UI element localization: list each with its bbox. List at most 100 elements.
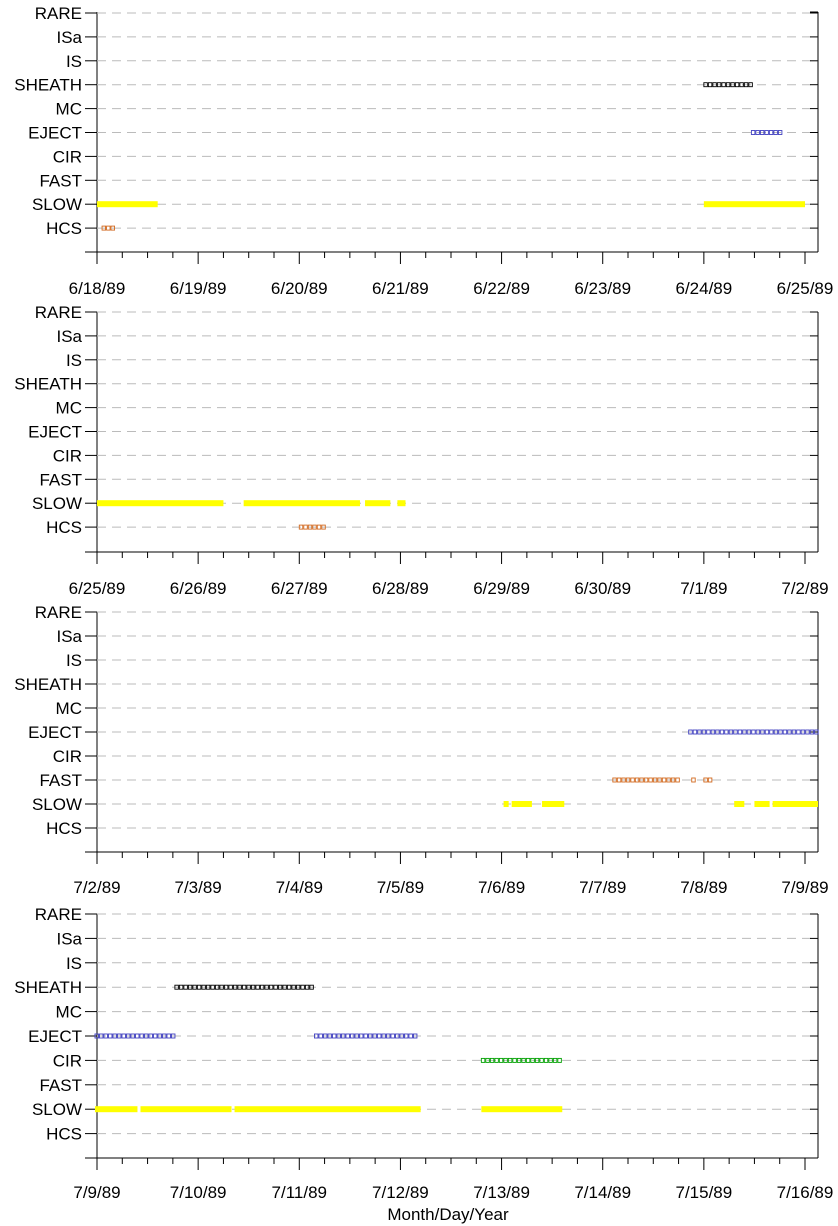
interval-sheath-0: [174, 984, 314, 990]
interval-marker: [273, 984, 278, 990]
category-label-eject: EJECT: [28, 423, 82, 442]
x-tick-label: 6/30/89: [574, 579, 631, 598]
interval-slow-2: [234, 1106, 421, 1113]
interval-marker: [643, 777, 649, 783]
interval-marker: [724, 729, 729, 735]
interval-marker: [748, 82, 753, 88]
interval-marker: [670, 777, 676, 783]
interval-marker: [534, 1057, 540, 1063]
interval-fast-1: [691, 777, 696, 783]
interval-marker: [372, 1033, 377, 1039]
interval-marker: [399, 1033, 404, 1039]
interval-marker: [94, 1033, 99, 1039]
category-label-isa: ISa: [56, 929, 82, 948]
x-axis-title: Month/Day/Year: [387, 1205, 509, 1224]
category-label-is: IS: [66, 351, 82, 370]
x-tick-label: 6/28/89: [372, 579, 429, 598]
interval-marker: [782, 729, 788, 735]
interval-marker: [121, 1033, 126, 1039]
category-label-fast: FAST: [39, 470, 82, 489]
interval-marker: [130, 1033, 135, 1039]
interval-marker: [112, 1033, 117, 1039]
interval-slow-4: [754, 801, 770, 807]
x-tick-label: 6/29/89: [473, 579, 530, 598]
interval-marker: [800, 729, 806, 735]
x-tick-label: 7/8/89: [680, 878, 727, 897]
interval-marker: [725, 82, 731, 88]
interval-marker: [307, 524, 313, 530]
interval-marker: [205, 984, 211, 990]
interval-marker: [110, 225, 116, 231]
interval-marker: [768, 130, 774, 135]
interval-marker: [241, 984, 247, 990]
interval-marker: [210, 984, 215, 990]
interval-marker: [630, 777, 635, 783]
interval-marker: [703, 82, 708, 88]
interval-marker: [219, 984, 224, 990]
category-label-mc: MC: [56, 699, 82, 718]
x-tick-label: 6/27/89: [271, 579, 328, 598]
interval-marker: [707, 777, 713, 783]
interval-slow-3: [481, 1106, 563, 1113]
interval-marker: [764, 130, 769, 135]
interval-marker: [733, 729, 738, 735]
category-label-cir: CIR: [53, 1051, 82, 1070]
interval-marker: [318, 1033, 323, 1039]
interval-slow-0: [503, 801, 509, 807]
interval-marker: [196, 984, 202, 990]
interval-marker: [805, 729, 810, 735]
x-tick-label: 7/2/89: [781, 579, 828, 598]
interval-marker: [706, 729, 711, 735]
interval-marker: [336, 1033, 341, 1039]
interval-marker: [746, 729, 752, 735]
interval-marker: [769, 729, 774, 735]
interval-marker: [126, 1033, 131, 1039]
category-label-slow: SLOW: [32, 195, 82, 214]
x-tick-label: 6/18/89: [69, 279, 126, 298]
x-tick-label: 7/10/89: [170, 1183, 227, 1202]
x-tick-label: 7/13/89: [473, 1183, 530, 1202]
interval-marker: [363, 1033, 368, 1039]
interval-marker: [539, 1057, 544, 1063]
x-tick-label: 7/3/89: [175, 878, 222, 897]
interval-marker: [557, 1057, 562, 1063]
interval-marker: [734, 82, 740, 88]
category-label-sheath: SHEATH: [14, 76, 82, 95]
interval-marker: [232, 984, 238, 990]
x-tick-label: 7/16/89: [777, 1183, 834, 1202]
category-label-rare: RARE: [35, 603, 82, 622]
interval-hcs-0: [298, 524, 326, 530]
interval-marker: [755, 130, 760, 135]
interval-marker: [298, 524, 304, 530]
x-tick-label: 6/23/89: [574, 279, 631, 298]
category-label-rare: RARE: [35, 4, 82, 23]
interval-marker: [652, 777, 658, 783]
x-tick-label: 6/25/89: [777, 279, 834, 298]
category-label-cir: CIR: [53, 747, 82, 766]
category-label-isa: ISa: [56, 627, 82, 646]
category-label-isa: ISa: [56, 327, 82, 346]
x-tick-label: 6/25/89: [69, 579, 126, 598]
interval-marker: [354, 1033, 359, 1039]
interval-marker: [648, 777, 653, 783]
category-label-slow: SLOW: [32, 795, 82, 814]
interval-marker: [304, 984, 310, 990]
interval-marker: [759, 130, 765, 135]
interval-marker: [512, 1057, 517, 1063]
category-label-mc: MC: [56, 399, 82, 418]
interval-marker: [246, 984, 251, 990]
interval-marker: [742, 729, 747, 735]
category-label-sheath: SHEATH: [14, 978, 82, 997]
x-tick-label: 7/12/89: [372, 1183, 429, 1202]
interval-marker: [135, 1033, 140, 1039]
x-tick-label: 7/2/89: [73, 878, 120, 897]
interval-eject-1: [314, 1033, 418, 1039]
interval-marker: [728, 729, 734, 735]
interval-cir-0: [480, 1057, 562, 1063]
interval-marker: [368, 1033, 373, 1039]
category-label-rare: RARE: [35, 905, 82, 924]
interval-marker: [777, 130, 783, 135]
interval-marker: [316, 524, 322, 530]
interval-marker: [773, 130, 778, 135]
category-label-mc: MC: [56, 100, 82, 119]
